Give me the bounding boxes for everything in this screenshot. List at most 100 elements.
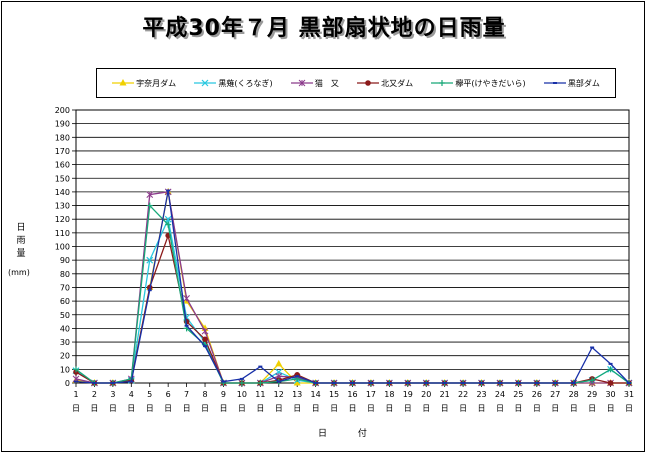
legend-label: 黒部ダム bbox=[567, 78, 600, 88]
x-tick-suffix: 日 bbox=[183, 404, 191, 413]
x-tick-label: 4 bbox=[129, 390, 134, 399]
data-point bbox=[607, 366, 614, 373]
data-point bbox=[424, 382, 429, 384]
x-tick-suffix: 日 bbox=[422, 404, 430, 413]
legend-item: 黒薙(くろなぎ) bbox=[194, 78, 273, 89]
data-point bbox=[276, 380, 281, 383]
x-tick-label: 15 bbox=[329, 390, 339, 399]
legend-marker bbox=[552, 82, 557, 84]
data-point bbox=[147, 289, 152, 292]
data-point bbox=[497, 382, 502, 384]
data-point bbox=[627, 382, 631, 384]
data-point bbox=[110, 382, 115, 384]
legend-item: 猫 又 bbox=[290, 78, 339, 89]
data-point bbox=[239, 377, 244, 380]
data-point bbox=[92, 382, 97, 384]
data-point bbox=[183, 295, 190, 302]
data-point bbox=[442, 382, 447, 384]
x-tick-suffix: 日 bbox=[588, 404, 596, 413]
x-tick-label: 28 bbox=[569, 390, 579, 399]
y-tick-label: 140 bbox=[55, 188, 70, 197]
y-tick-label: 110 bbox=[55, 229, 70, 238]
data-point bbox=[608, 362, 613, 365]
data-point bbox=[332, 382, 337, 384]
data-point bbox=[479, 382, 484, 384]
x-tick-label: 18 bbox=[384, 390, 394, 399]
x-tick-suffix: 日 bbox=[570, 404, 578, 413]
y-tick-label: 170 bbox=[55, 147, 70, 156]
data-point bbox=[164, 215, 172, 223]
data-point bbox=[589, 377, 596, 384]
legend-label: 猫 又 bbox=[314, 78, 339, 88]
y-tick-label: 30 bbox=[60, 338, 70, 347]
x-tick-label: 3 bbox=[110, 390, 115, 399]
y-tick-label: 100 bbox=[55, 243, 70, 252]
x-tick-label: 10 bbox=[237, 390, 247, 399]
y-tick-label: 80 bbox=[60, 270, 70, 279]
y-tick-label: 0 bbox=[65, 379, 70, 388]
y-tick-label: 150 bbox=[55, 174, 70, 183]
x-tick-label: 17 bbox=[366, 390, 376, 399]
data-point bbox=[166, 189, 171, 192]
x-tick-suffix: 日 bbox=[385, 404, 393, 413]
x-tick-label: 16 bbox=[347, 390, 357, 399]
x-tick-label: 14 bbox=[311, 390, 321, 399]
x-tick-suffix: 日 bbox=[514, 404, 522, 413]
data-point bbox=[184, 324, 189, 327]
data-point bbox=[553, 382, 558, 384]
data-point bbox=[350, 382, 355, 384]
legend-swatch bbox=[290, 79, 313, 87]
x-tick-suffix: 日 bbox=[127, 404, 135, 413]
x-tick-suffix: 日 bbox=[312, 404, 320, 413]
legend-marker bbox=[298, 79, 306, 87]
y-tick-label: 40 bbox=[60, 324, 70, 333]
data-point bbox=[275, 359, 283, 367]
y-tick-label: 200 bbox=[55, 106, 70, 115]
x-tick-label: 23 bbox=[476, 390, 486, 399]
x-tick-suffix: 日 bbox=[349, 404, 357, 413]
x-tick-suffix: 日 bbox=[551, 404, 559, 413]
data-point bbox=[238, 380, 245, 386]
series-line bbox=[75, 204, 630, 384]
x-tick-suffix: 日 bbox=[330, 404, 338, 413]
x-tick-suffix: 日 bbox=[367, 404, 375, 413]
data-point bbox=[313, 382, 318, 384]
y-axis-label-char: 日 bbox=[16, 223, 26, 233]
legend-swatch bbox=[112, 79, 135, 86]
x-tick-label: 6 bbox=[166, 390, 171, 399]
x-tick-label: 29 bbox=[587, 390, 597, 399]
y-tick-label: 60 bbox=[60, 297, 70, 306]
x-tick-suffix: 日 bbox=[293, 404, 301, 413]
x-tick-label: 7 bbox=[184, 390, 189, 399]
data-point bbox=[461, 382, 466, 384]
series-line bbox=[75, 233, 629, 384]
legend-item: 黒部ダム bbox=[543, 78, 600, 89]
x-axis-label: 日 付 bbox=[318, 429, 381, 439]
legend-label: 宇奈月ダム bbox=[136, 78, 177, 88]
x-tick-suffix: 日 bbox=[256, 404, 264, 413]
legend: 宇奈月ダム 黒薙(くろなぎ) 猫 又 北又ダム 欅平(けやきだいら) 黒部ダム bbox=[96, 68, 616, 98]
legend-label: 欅平(けやきだいら) bbox=[455, 78, 526, 88]
data-point bbox=[571, 382, 576, 384]
legend-label: 北又ダム bbox=[381, 78, 414, 88]
x-tick-suffix: 日 bbox=[459, 404, 467, 413]
x-tick-label: 25 bbox=[513, 390, 523, 399]
legend-marker bbox=[365, 80, 371, 86]
data-point bbox=[257, 380, 264, 386]
data-point bbox=[590, 346, 595, 349]
x-tick-label: 5 bbox=[147, 390, 152, 399]
data-point bbox=[387, 382, 392, 384]
x-tick-suffix: 日 bbox=[625, 404, 633, 413]
data-point bbox=[368, 382, 373, 384]
data-point bbox=[221, 380, 226, 383]
x-tick-suffix: 日 bbox=[607, 404, 615, 413]
data-point bbox=[258, 365, 263, 368]
x-tick-suffix: 日 bbox=[533, 404, 541, 413]
x-tick-suffix: 日 bbox=[109, 404, 117, 413]
legend-marker bbox=[201, 79, 209, 87]
x-tick-suffix: 日 bbox=[146, 404, 154, 413]
data-point bbox=[534, 382, 539, 384]
data-point bbox=[146, 256, 154, 264]
x-tick-label: 26 bbox=[532, 390, 542, 399]
